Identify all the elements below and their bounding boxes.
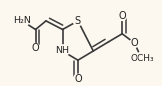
Text: OCH₃: OCH₃ [130, 54, 154, 63]
Circle shape [56, 45, 69, 57]
Circle shape [130, 39, 139, 47]
Circle shape [118, 12, 127, 20]
Text: O: O [32, 43, 39, 53]
Circle shape [74, 74, 82, 83]
Text: O: O [131, 38, 138, 48]
Text: NH: NH [56, 47, 69, 55]
Text: H₂N: H₂N [13, 16, 31, 25]
Text: S: S [75, 16, 81, 26]
Text: O: O [74, 74, 82, 84]
Circle shape [31, 44, 40, 52]
Circle shape [73, 16, 83, 26]
Circle shape [135, 52, 149, 66]
Circle shape [15, 14, 29, 28]
Text: O: O [118, 11, 126, 21]
